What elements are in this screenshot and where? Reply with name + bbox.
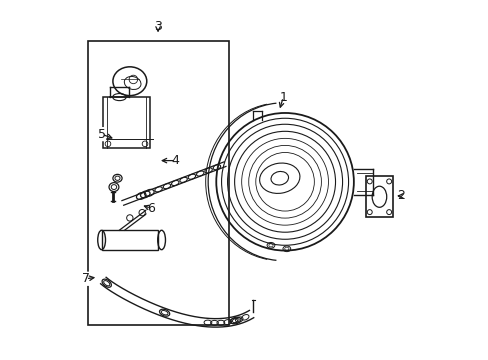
Text: 3: 3 <box>154 20 162 33</box>
Text: 7: 7 <box>81 272 90 285</box>
Text: 4: 4 <box>171 154 179 167</box>
Bar <box>102 97 150 148</box>
Bar <box>87 41 228 325</box>
Text: 5: 5 <box>98 128 105 141</box>
Text: 1: 1 <box>279 91 286 104</box>
Text: 2: 2 <box>397 189 405 202</box>
Bar <box>366 176 392 217</box>
Text: 6: 6 <box>147 202 155 215</box>
Bar <box>102 230 158 250</box>
